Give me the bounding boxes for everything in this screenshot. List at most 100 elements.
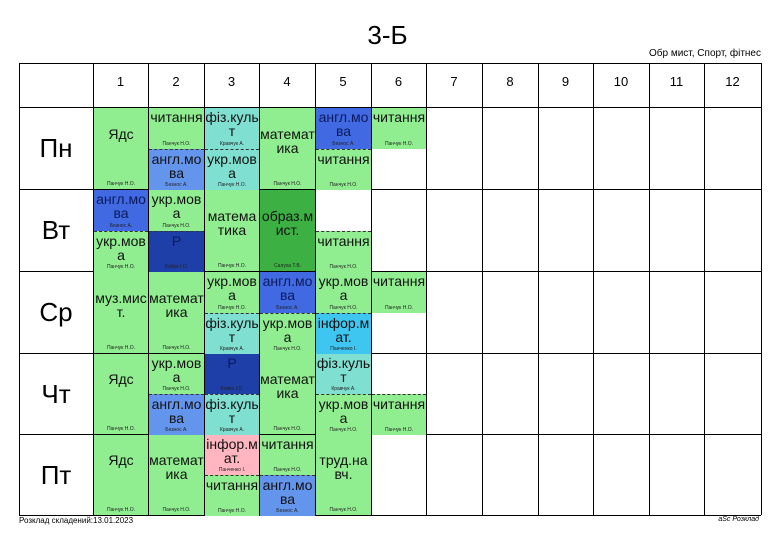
lesson-teacher: Панчук Н.О.: [106, 507, 136, 513]
lesson-cell[interactable]: англ.мова Безнос А.: [260, 475, 315, 516]
period-number: 3: [227, 74, 236, 89]
day-label: Вт: [41, 215, 71, 245]
lesson-subject: інфор.мат.: [317, 315, 370, 345]
lesson-cell[interactable]: читання Панчук Н.О.: [149, 108, 204, 149]
lesson-teacher: Панчук Н.О.: [162, 386, 191, 392]
period-number: 10: [613, 74, 629, 89]
day-label: Пт: [40, 459, 72, 490]
lesson-subject: Р: [171, 233, 182, 249]
lesson-cell[interactable]: укр.мова Панчук Н.О.: [316, 394, 371, 435]
lesson-teacher: Кравчук А.: [331, 386, 356, 392]
lesson-subject: математика: [260, 371, 315, 401]
period-number: 11: [669, 74, 684, 89]
lesson-cell[interactable]: укр.мова Панчук Н.О.: [94, 231, 148, 272]
lesson-teacher: Панчук Н.О.: [273, 426, 302, 432]
lesson-teacher: Панчук Н.О.: [162, 223, 191, 229]
lesson-cell[interactable]: інфор.мат. Панченко І.: [316, 313, 371, 354]
lesson-teacher: Кравчук А.: [219, 141, 245, 147]
lesson-subject: читання: [372, 396, 426, 412]
lesson-cell[interactable]: англ.мова Безнос А.: [149, 394, 204, 435]
lesson-teacher: Безнос А.: [165, 182, 188, 188]
lesson-teacher: Безнос А.: [109, 223, 133, 229]
lesson-subject: англ.мова: [96, 191, 146, 221]
lesson-cell[interactable]: читання Панчук Н.О.: [372, 394, 426, 435]
lesson-teacher: Панчук Н.О.: [162, 345, 191, 351]
lesson-cell[interactable]: читання Панчук Н.О.: [316, 149, 371, 190]
lesson-cell[interactable]: муз.мист. Панчук Н.О.: [94, 272, 148, 353]
lesson-cell[interactable]: математика Панчук Н.О.: [149, 272, 204, 353]
lesson-cell[interactable]: укр.мова Панчук Н.О.: [205, 149, 259, 190]
period-number: 1: [116, 74, 125, 89]
period-number: 5: [339, 74, 347, 89]
lesson-cell[interactable]: укр.мова Панчук Н.О.: [149, 190, 204, 231]
lesson-cell[interactable]: англ.мова Безнос А.: [316, 108, 371, 149]
lesson-subject: читання: [150, 109, 203, 125]
grid-vline: [704, 63, 705, 515]
lesson-teacher: Панченко І.: [218, 467, 246, 473]
lesson-subject: фіз.культ: [205, 396, 259, 426]
lesson-cell[interactable]: укр.мова Панчук Н.О.: [260, 313, 315, 354]
lesson-cell[interactable]: Ядс Панчук Н.О.: [94, 354, 148, 434]
lesson-cell[interactable]: укр.мова Панчук Н.О.: [205, 272, 259, 313]
lesson-cell[interactable]: образ.мист. Салуха Т.В.: [260, 190, 315, 271]
lesson-teacher: Салуха Т.В.: [273, 263, 302, 269]
lesson-subject: читання: [317, 151, 370, 167]
lesson-teacher: Панчук Н.О.: [329, 182, 358, 188]
lesson-cell[interactable]: труд.навч. Панчук Н.О.: [316, 435, 371, 515]
lesson-teacher: Панчук Н.О.: [384, 305, 414, 311]
lesson-cell[interactable]: англ.мова Безнос А.: [94, 190, 148, 231]
lesson-cell[interactable]: укр.мова Панчук Н.О.: [149, 354, 204, 394]
created-date: Розклад складений:13.01.2023: [19, 516, 134, 525]
lesson-cell[interactable]: англ.мова Безнос А.: [149, 149, 204, 190]
lesson-cell[interactable]: читання Панчук Н.О.: [372, 108, 426, 149]
lesson-subject: математика: [149, 452, 204, 482]
lesson-cell[interactable]: математика Панчук Н.О.: [205, 190, 259, 271]
period-number: 7: [450, 74, 458, 89]
lesson-cell[interactable]: Ядс Панчук Н.О.: [94, 435, 148, 515]
lesson-teacher: Панчук Н.О.: [384, 427, 414, 433]
lesson-cell[interactable]: фіз.культ Кравчук А.: [205, 108, 259, 149]
lesson-subject: укр.мова: [151, 355, 202, 385]
grid-hline: [19, 271, 761, 272]
period-number: 8: [506, 74, 514, 89]
lesson-subject: фіз.культ: [205, 109, 259, 139]
lesson-cell[interactable]: Р Бойко І.О.: [149, 231, 204, 272]
lesson-subject: читання: [372, 109, 426, 125]
lesson-subject: Ядс: [108, 452, 134, 468]
lesson-subject: Ядс: [108, 125, 134, 142]
day-label: Чт: [41, 378, 71, 409]
lesson-teacher: Безнос А.: [276, 305, 299, 311]
lesson-cell[interactable]: математика Панчук Н.О.: [260, 354, 315, 434]
lesson-cell[interactable]: фіз.культ Кравчук А.: [205, 313, 259, 354]
grid-hline: [19, 353, 761, 354]
lesson-teacher: Бойко І.О.: [220, 386, 244, 392]
grid-vline: [315, 63, 316, 515]
lesson-cell[interactable]: читання Панчук Н.О.: [205, 475, 259, 516]
lesson-cell[interactable]: математика Панчук Н.О.: [260, 108, 315, 189]
lesson-subject: образ.мист.: [261, 207, 314, 238]
lesson-cell[interactable]: укр.мова Панчук Н.О.: [316, 272, 371, 313]
lesson-cell[interactable]: фіз.культ Кравчук А.: [205, 394, 259, 435]
lesson-cell[interactable]: математика Панчук Н.О.: [149, 435, 204, 515]
grid-hline: [19, 63, 761, 64]
lesson-cell[interactable]: читання Панчук Н.О.: [260, 435, 315, 475]
lesson-cell[interactable]: читання Панчук Н.О.: [372, 272, 426, 313]
lesson-subject: укр.мова: [96, 233, 146, 263]
grid-vline: [93, 63, 94, 515]
lesson-cell[interactable]: Ядс Панчук Н.О.: [94, 108, 148, 189]
grid-vline: [426, 63, 427, 515]
lesson-cell[interactable]: Р Бойко І.О.: [205, 354, 259, 394]
lesson-cell[interactable]: інфор.мат. Панченко І.: [205, 435, 259, 475]
grid-hline: [19, 515, 761, 516]
lesson-subject: математика: [149, 289, 204, 320]
lesson-cell[interactable]: англ.мова Безнос А.: [260, 272, 315, 313]
lesson-subject: укр.мова: [318, 396, 369, 426]
lesson-cell[interactable]: читання Панчук Н.О.: [316, 231, 371, 272]
lesson-teacher: Панчук Н.О.: [162, 141, 191, 147]
lesson-cell[interactable]: фіз.культ Кравчук А.: [316, 354, 371, 394]
lesson-teacher: Панчук Н.О.: [162, 507, 191, 513]
lesson-subject: укр.мова: [318, 273, 369, 303]
period-number: 6: [394, 74, 403, 89]
lesson-subject: муз.мист.: [95, 289, 147, 320]
lesson-subject: англ.мова: [262, 477, 313, 507]
